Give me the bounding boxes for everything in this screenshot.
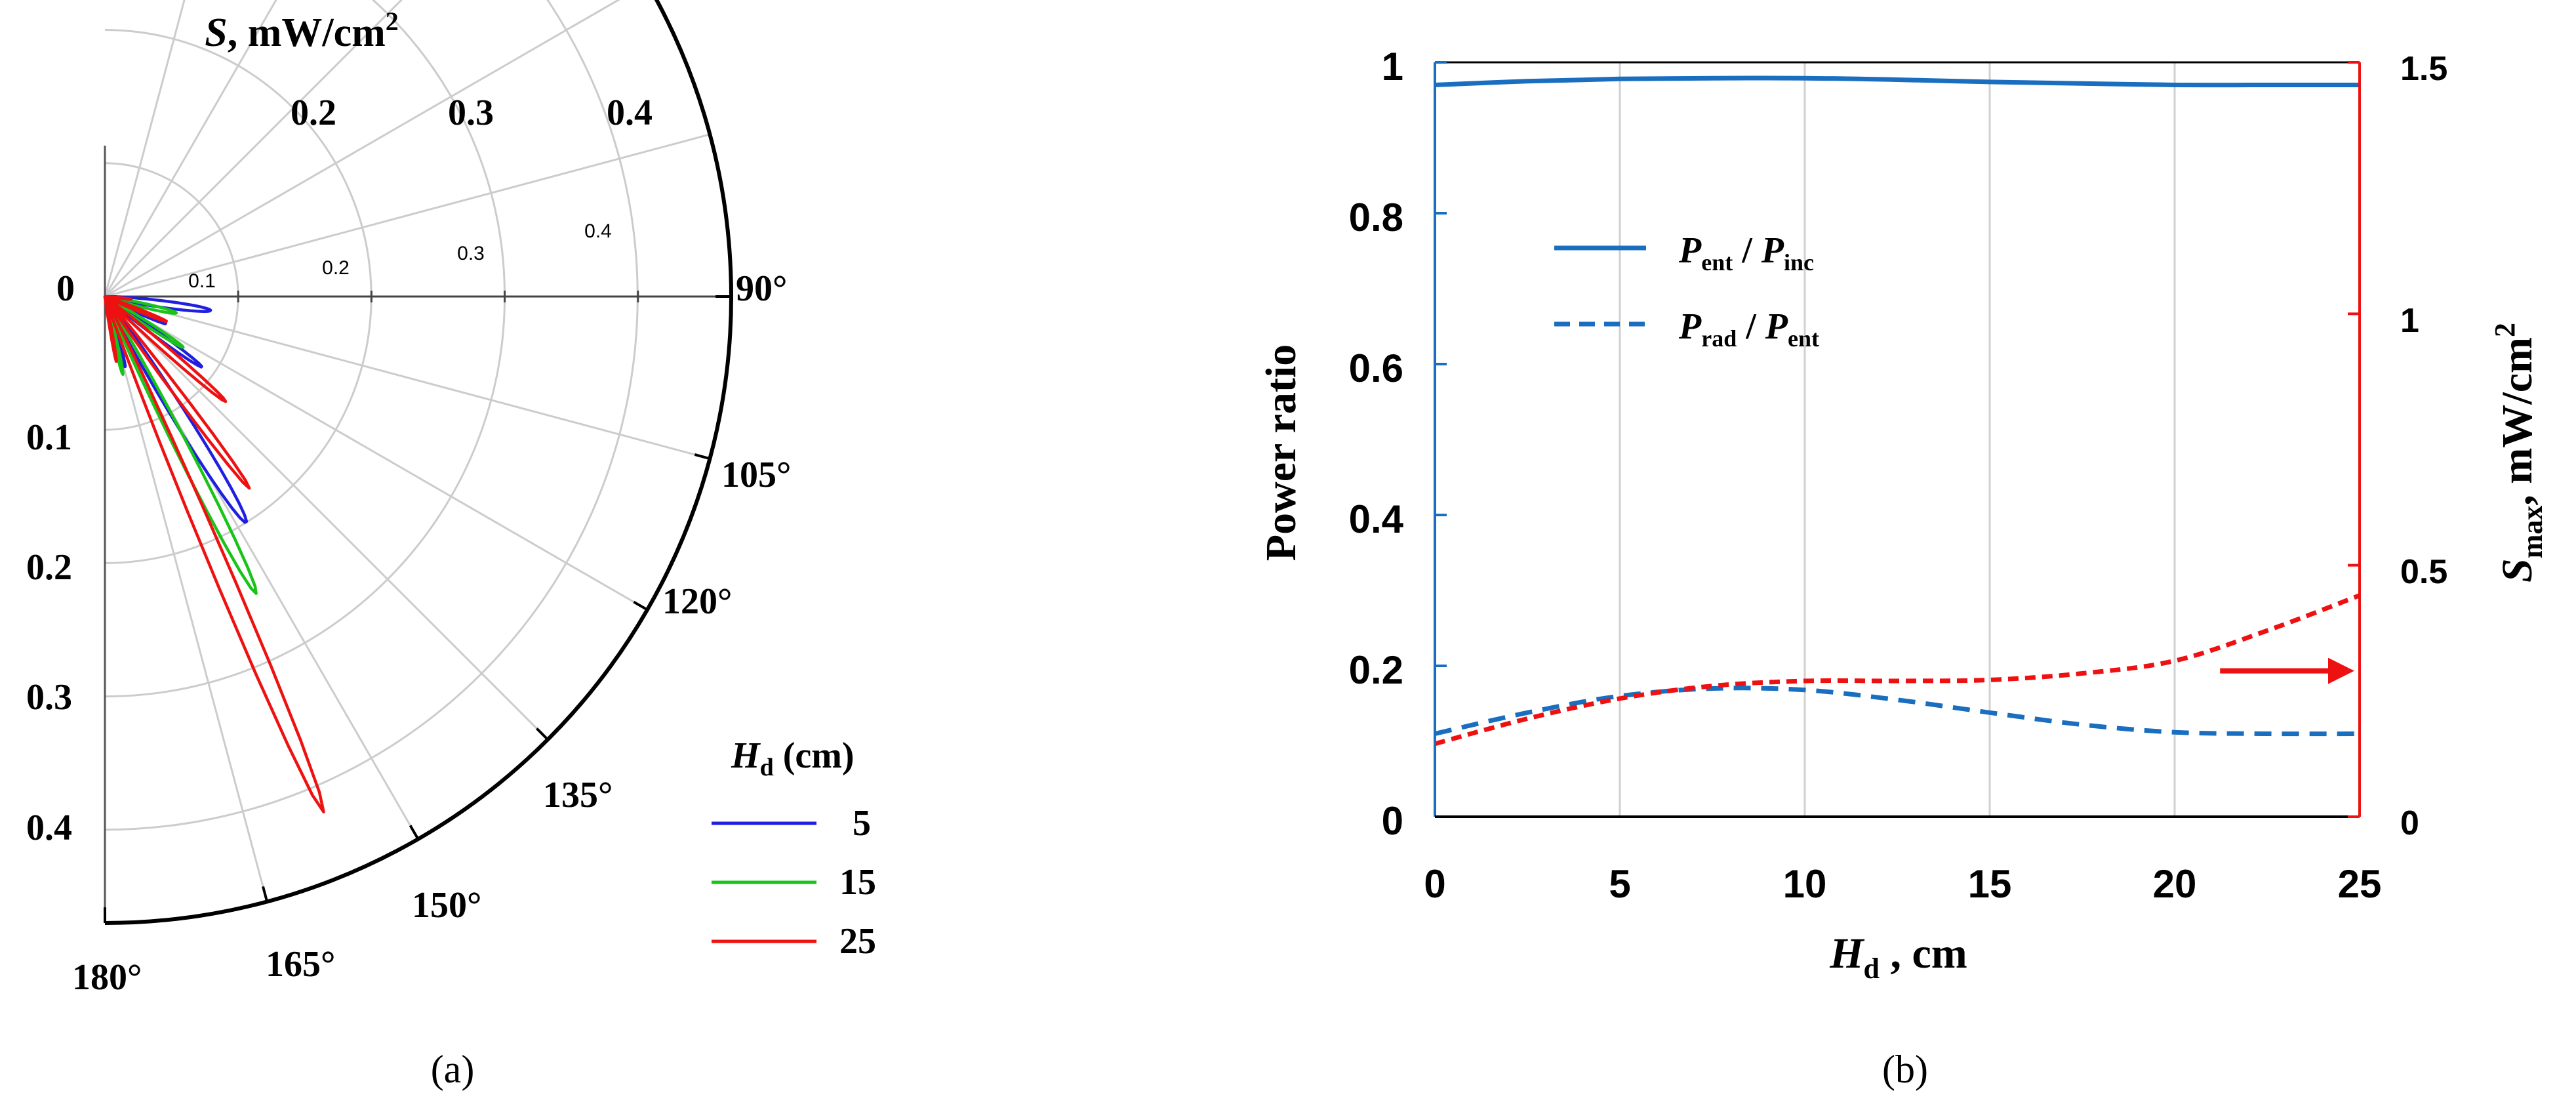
legend-label-25: 25 [839, 921, 876, 962]
polar-outer-tick [633, 600, 649, 611]
polar-angle-label: 165° [266, 944, 335, 985]
line-chart-axes [1434, 61, 2361, 818]
polar-series-25 [103, 295, 325, 813]
x-tick-label: 25 [2338, 862, 2382, 906]
polar-spoke [104, 295, 549, 741]
polar-angle-label: 105° [721, 455, 791, 495]
x-axis-label: Hd , cm [1829, 930, 1967, 985]
legend-label-prad-pent: Prad / Pent [1678, 306, 1819, 352]
series-Smax [1434, 593, 2361, 747]
series-Pent/Pinc [1434, 75, 2360, 88]
polar-spoke [104, 295, 710, 460]
right-axis-arrow [2220, 657, 2354, 684]
polar-top-tick: 0.2 [291, 92, 336, 133]
polar-left-tick: 0.3 [26, 677, 72, 718]
polar-legend-title: Hd (cm) [731, 735, 855, 781]
legend-label-15: 15 [839, 862, 876, 903]
y2-tick-label: 0.5 [2400, 553, 2447, 591]
panel-a-caption: (a) [431, 1048, 475, 1091]
polar-series-group [103, 295, 325, 813]
line-chart-panel: 0 5 10 15 20 25 0 0.2 0.4 0.6 0.8 1 0 0.… [1257, 45, 2548, 1091]
polar-spoke [104, 0, 186, 297]
polar-chart-title: S, mW/cm2 [205, 7, 399, 55]
polar-left-tick: 0 [56, 268, 75, 309]
polar-angle-label: 135° [543, 775, 613, 815]
polar-outer-tick [694, 453, 710, 461]
polar-left-tick: 0.1 [26, 417, 72, 458]
y2-tick-label: 1 [2400, 302, 2419, 340]
x-tick-label: 20 [2153, 862, 2197, 906]
polar-angle-label: 150° [412, 885, 481, 926]
y-axis-label: Power ratio [1257, 344, 1305, 561]
polar-chart-panel: S, mW/cm2 0.2 0.3 0.4 0.1 0.2 0.3 0.4 0 … [26, 0, 876, 1091]
y2-tick-label: 0 [2400, 804, 2419, 842]
y2-axis-label: Smax, mW/cm2 [2489, 323, 2548, 583]
polar-outer-tick [409, 825, 420, 840]
y2-tick-label: 1.5 [2400, 50, 2447, 88]
legend-label-pent-pinc: Pent / Pinc [1678, 230, 1814, 276]
y-tick-label: 0 [1382, 799, 1403, 843]
polar-left-tick: 0.2 [26, 547, 72, 588]
arrow-head [2328, 657, 2354, 684]
x-tick-label: 10 [1783, 862, 1827, 906]
polar-outer-tick [262, 886, 269, 902]
polar-legend: Hd (cm) 5 15 25 [712, 735, 876, 962]
polar-top-tick: 0.4 [607, 92, 653, 133]
polar-spoke [104, 295, 648, 611]
x-tick-label: 0 [1424, 862, 1445, 906]
series-Prad/Pent [1434, 686, 2360, 737]
polar-inner-tick: 0.1 [188, 270, 216, 292]
polar-inner-tick: 0.3 [457, 243, 485, 264]
polar-angle-label: 120° [662, 581, 732, 622]
polar-spoke [104, 0, 277, 297]
x-tick-label: 5 [1609, 862, 1630, 906]
polar-top-tick: 0.3 [448, 92, 494, 133]
legend-label-5: 5 [853, 803, 871, 844]
panel-b-caption: (b) [1882, 1048, 1928, 1091]
polar-inner-tick: 0.4 [584, 220, 612, 242]
polar-angle-label: 180° [72, 957, 142, 998]
y-tick-label: 1 [1382, 45, 1403, 89]
polar-outer-tick [535, 727, 549, 741]
polar-spoke [104, 296, 268, 902]
polar-spoke [104, 0, 403, 298]
y-tick-label: 0.6 [1349, 346, 1403, 390]
line-chart-legend: Pent / Pinc Prad / Pent [1554, 230, 1819, 352]
polar-grid [104, 0, 733, 925]
polar-left-tick: 0.4 [26, 808, 72, 848]
polar-spoke [104, 0, 620, 298]
y-tick-label: 0.4 [1349, 497, 1404, 541]
polar-inner-tick: 0.2 [322, 257, 350, 279]
y-tick-label: 0.2 [1349, 648, 1403, 692]
polar-angle-label: 90° [736, 268, 787, 309]
y-tick-label: 0.8 [1349, 195, 1403, 239]
line-chart-series-group [1434, 75, 2361, 747]
polar-spoke [104, 133, 710, 298]
x-tick-label: 15 [1968, 862, 2012, 906]
